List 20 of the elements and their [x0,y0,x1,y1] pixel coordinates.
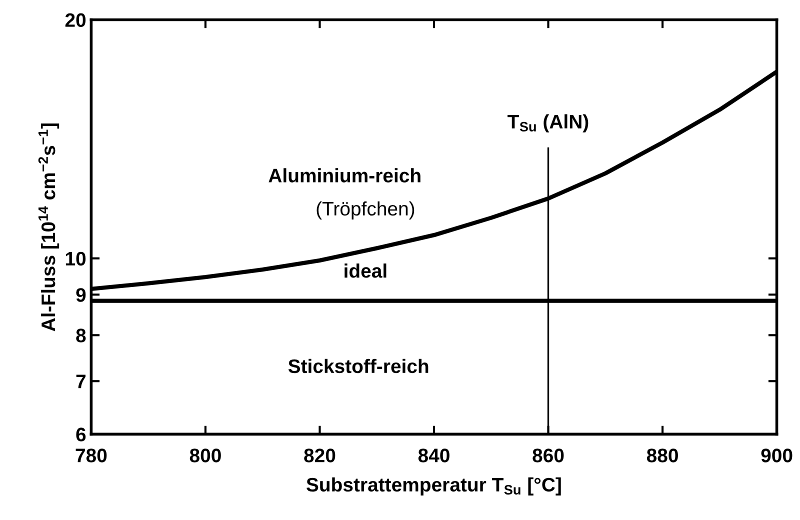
x-tick-label: 900 [761,448,792,462]
x-tick-label: 800 [190,448,221,462]
annotation: ideal [344,264,386,278]
y-tick-label: 9 [76,288,86,302]
x-axis-title: Substrattemperatur T$_{Su}$ [°C] [306,477,561,496]
y-tick-label: 6 [76,428,86,442]
y-axis-title: Al-Fluss [10$^{14}$ cm$^{−2}$s$^{−1}$] [38,124,60,332]
y-tick-label: 7 [76,374,86,388]
x-tick-label: 780 [76,448,107,462]
y-tick-label: 20 [65,13,86,27]
annotation: Stickstoff-reich [288,358,428,374]
x-tick-label: 880 [646,448,678,462]
ref-line-label: T$_{Su}$ (AlN) [508,114,588,132]
y-tick-label: 8 [76,328,86,342]
x-tick-label: 820 [304,448,336,462]
x-tick-label: 860 [532,448,564,462]
x-tick-label: 840 [418,448,450,462]
y-tick-label: 10 [66,252,86,266]
annotation: (Tröpfchen) [316,201,414,220]
annotation: Aluminium-reich [268,168,420,182]
